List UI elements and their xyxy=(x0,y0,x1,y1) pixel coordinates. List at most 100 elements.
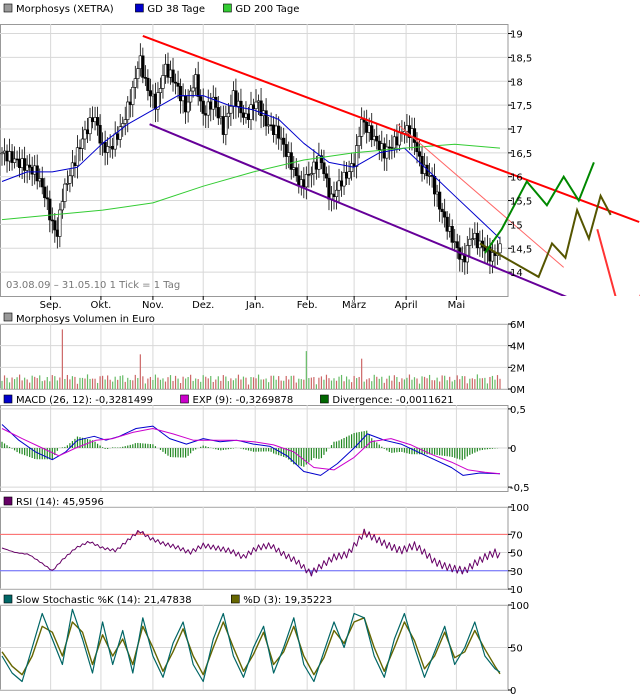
price-candle-body xyxy=(465,245,469,263)
price-candle-body xyxy=(334,189,339,197)
price-candle-body xyxy=(53,220,57,231)
rsi-ytick-label-1: 70 xyxy=(510,530,523,541)
price-candle-body xyxy=(143,77,147,79)
price-candle-body xyxy=(251,104,256,110)
price-candle-body xyxy=(229,106,233,114)
price-candle-body xyxy=(332,193,336,197)
price-candle-body xyxy=(372,135,376,141)
price-candle-body xyxy=(20,158,24,168)
price-candle-body xyxy=(304,174,308,188)
price-ytick-label-5: 16,5 xyxy=(510,149,532,160)
price-candle-body xyxy=(70,162,75,177)
grid-lines xyxy=(0,24,512,691)
price-candle-body xyxy=(246,113,251,120)
price-candle-body xyxy=(186,101,190,113)
price-candle-body xyxy=(151,93,155,97)
price-candle-body xyxy=(58,209,62,237)
price-candle-body xyxy=(136,68,140,79)
legend-label-stochastic-0: Slow Stochastic %K (14): 21,47838 xyxy=(16,595,192,606)
price-candle-body xyxy=(427,175,432,177)
price-candle-body xyxy=(191,87,195,92)
price-candle-body xyxy=(15,158,19,161)
month-label-4: Jan. xyxy=(245,300,265,311)
volume-ytick-label-3: 6M xyxy=(510,320,525,331)
price-candle-body xyxy=(128,101,132,105)
price-candle-body xyxy=(106,146,110,153)
price-candle-body xyxy=(307,174,311,176)
price-candle-body xyxy=(148,90,152,97)
month-label-7: April xyxy=(395,300,418,311)
volume-ytick-label-2: 4M xyxy=(510,342,525,353)
price-candle-body xyxy=(274,125,278,135)
price-candle-body xyxy=(387,146,391,149)
stochastic-d-line xyxy=(1,617,501,676)
legend-swatch-stochastic-0 xyxy=(3,594,13,604)
price-candle-body xyxy=(126,101,130,120)
legend-swatch-rsi xyxy=(3,496,13,506)
price-candle-body xyxy=(173,81,178,84)
price-candle-body xyxy=(337,180,341,191)
legend-label-price-2: GD 200 Tage xyxy=(235,4,299,15)
price-candle-body xyxy=(166,63,170,78)
macd-ytick-label-0: 0,5 xyxy=(510,405,526,416)
legend-swatch-macd-2 xyxy=(320,394,329,404)
legend-label-price-0: Morphosys (XETRA) xyxy=(16,4,114,15)
panel-frames xyxy=(0,24,509,691)
price-candle-body xyxy=(297,175,301,187)
price-candle-body xyxy=(0,152,4,155)
rsi-ytick-label-3: 30 xyxy=(510,567,523,578)
month-label-0: Sep. xyxy=(40,300,62,311)
rsi-ytick-label-0: 100 xyxy=(510,503,529,514)
price-candle-body xyxy=(377,140,381,150)
price-candle-body xyxy=(327,177,331,200)
price-candle-body xyxy=(440,208,444,212)
rsi-ytick-label-2: 50 xyxy=(510,549,523,560)
price-candle-body xyxy=(221,116,225,135)
overlay-line-1 xyxy=(149,123,567,296)
price-ytick-label-7: 17,5 xyxy=(510,101,532,112)
price-ytick-label-3: 15,5 xyxy=(510,197,532,208)
price-candle-body xyxy=(490,252,495,262)
legend-label-rsi: RSI (14): 45,9596 xyxy=(16,497,104,508)
price-candle-body xyxy=(85,129,90,135)
price-candle-body xyxy=(33,165,37,175)
price-candle-body xyxy=(28,164,32,168)
price-candle-body xyxy=(254,101,258,110)
price-candle-body xyxy=(284,144,288,157)
price-ytick-label-6: 17 xyxy=(510,125,523,136)
price-candle-body xyxy=(73,162,77,166)
price-candle-body xyxy=(10,151,14,163)
price-candle-body xyxy=(209,101,213,110)
macd-ytick-label-2: -0,5 xyxy=(510,483,530,494)
month-label-3: Dez. xyxy=(192,300,214,311)
price-candle-body xyxy=(184,95,188,113)
price-candle-body xyxy=(475,232,479,249)
overlay-line-4 xyxy=(484,162,595,254)
price-candle-body xyxy=(68,175,72,184)
macd-line xyxy=(1,424,501,476)
price-candle-body xyxy=(405,125,409,132)
price-candle-body xyxy=(455,241,459,249)
price-candle-body xyxy=(138,55,142,69)
price-candle-body xyxy=(146,77,150,91)
price-candle-body xyxy=(65,183,69,185)
price-ytick-label-0: 14 xyxy=(510,268,523,279)
price-candle-body xyxy=(103,142,107,153)
price-candle-body xyxy=(35,165,39,182)
price-candle-body xyxy=(289,152,293,170)
price-candle-body xyxy=(460,254,464,260)
price-candle-body xyxy=(352,163,356,167)
stochastic-k-line xyxy=(1,608,501,683)
price-panel-frame xyxy=(0,24,509,297)
price-candle-body xyxy=(450,226,454,243)
price-candle-body xyxy=(23,158,27,171)
price-candle-body xyxy=(302,179,306,188)
price-ytick-label-2: 15 xyxy=(510,220,523,231)
price-candle-body xyxy=(244,113,248,118)
price-candle-body xyxy=(111,146,115,150)
price-candle-body xyxy=(176,82,180,87)
price-candle-body xyxy=(48,198,52,221)
price-candle-body xyxy=(299,179,303,187)
price-candle-body xyxy=(360,119,364,137)
legend-swatch-stochastic-1 xyxy=(231,594,240,604)
